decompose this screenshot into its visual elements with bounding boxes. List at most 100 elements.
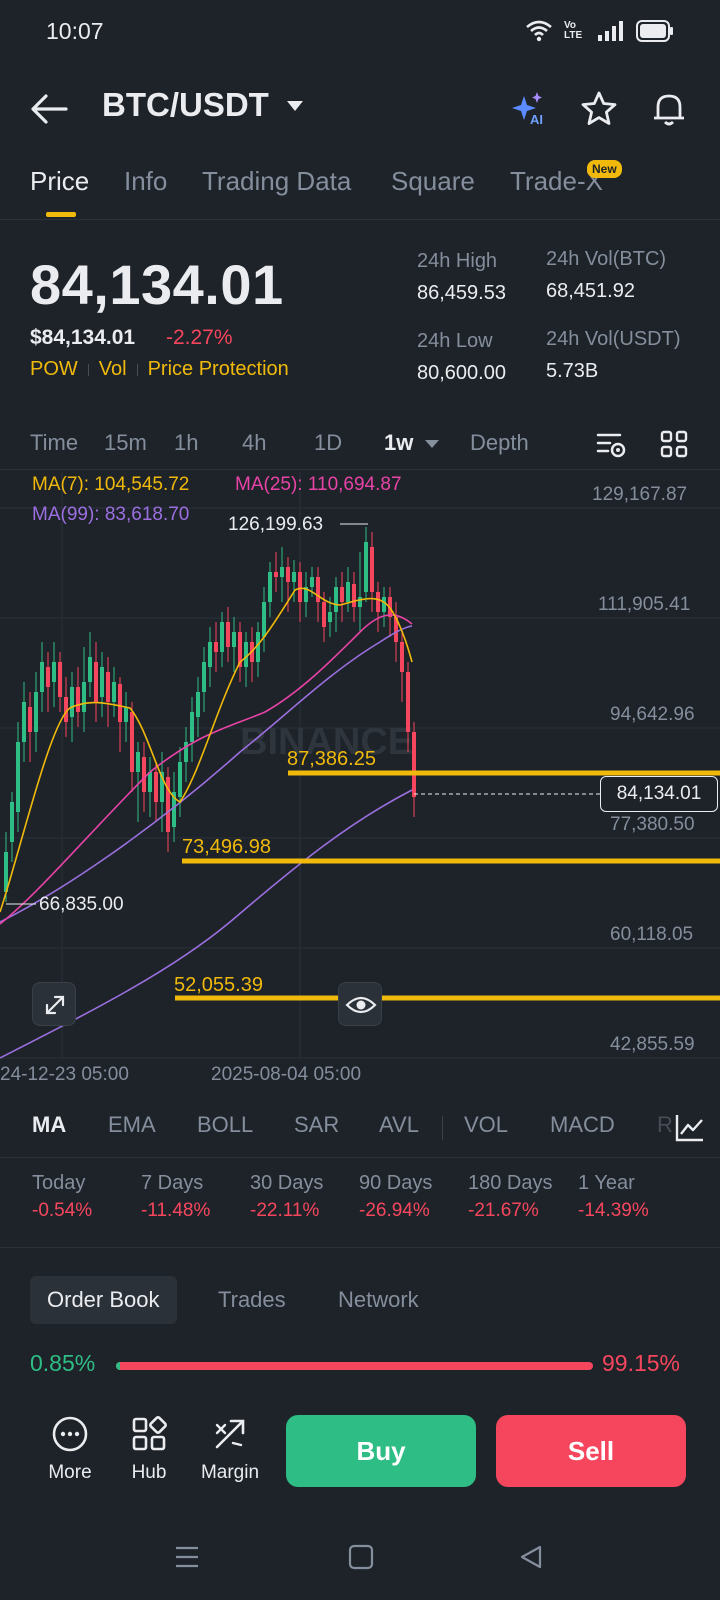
more-label: More: [48, 1462, 92, 1483]
visibility-toggle-button[interactable]: [338, 982, 382, 1026]
ratio-bar: [116, 1362, 593, 1370]
candle-body: [220, 622, 224, 652]
last-price: 84,134.01: [30, 253, 284, 316]
sell-button[interactable]: Sell: [496, 1415, 686, 1487]
candle-body: [286, 567, 290, 582]
indicator-macd[interactable]: MACD: [550, 1112, 615, 1137]
chart-settings-icon[interactable]: [596, 430, 626, 460]
expand-icon: [45, 995, 65, 1015]
candle-body: [70, 687, 74, 717]
candle-body: [148, 772, 152, 792]
indicator-avl[interactable]: AVL: [379, 1112, 419, 1137]
candle-body: [298, 572, 302, 602]
level-label-2[interactable]: 73,496.98: [182, 836, 271, 858]
candle-body: [328, 612, 332, 622]
ma99-legend: MA(99): 83,618.70: [32, 504, 190, 525]
vol-btc-value: 68,451.92: [546, 280, 635, 302]
candle-body: [40, 662, 44, 692]
indicator-vol[interactable]: VOL: [464, 1112, 509, 1137]
interval-more-icon[interactable]: [425, 440, 439, 448]
tab-network[interactable]: Network: [338, 1287, 419, 1312]
interval-4h[interactable]: 4h: [242, 430, 267, 455]
fullscreen-button[interactable]: [32, 982, 76, 1026]
y-tick-5: 60,118.05: [610, 924, 694, 945]
candle-body: [4, 852, 8, 892]
candle-body: [178, 762, 182, 797]
ma7-legend: MA(7): 104,545.72: [32, 474, 190, 495]
interval-1w[interactable]: 1w: [384, 430, 414, 455]
ma25-legend: MA(25): 110,694.87: [235, 474, 402, 495]
pair-dropdown-icon[interactable]: [287, 101, 303, 111]
layout-grid-icon[interactable]: [660, 430, 688, 458]
last-price-tag: 84,134.01: [600, 776, 718, 812]
more-button[interactable]: More: [30, 1415, 110, 1484]
perf-value: -21.67%: [468, 1200, 539, 1221]
margin-button[interactable]: Margin: [190, 1415, 270, 1484]
tab-trades[interactable]: Trades: [218, 1287, 286, 1312]
high-24h-value: 86,459.53: [417, 282, 506, 304]
tab-info[interactable]: Info: [124, 166, 168, 196]
trading-pair-title[interactable]: BTC/USDT: [102, 86, 269, 123]
interval-1h[interactable]: 1h: [174, 430, 199, 455]
tab-trading-data[interactable]: Trading Data: [202, 166, 352, 196]
y-tick-2: 111,905.41: [598, 594, 691, 615]
tab-price[interactable]: Price: [30, 166, 90, 196]
candlestick-chart[interactable]: BINANCE: [0, 472, 720, 1088]
perf-7d: 7 Days -11.48%: [141, 1172, 210, 1222]
level-label-3[interactable]: 52,055.39: [174, 974, 263, 996]
candle-body: [112, 682, 116, 702]
tab-square[interactable]: Square: [391, 166, 475, 196]
signal-icon: [598, 21, 623, 41]
home-square-icon[interactable]: [348, 1544, 374, 1570]
y-tick-3: 94,642.96: [610, 704, 695, 725]
candle-body: [412, 732, 416, 797]
back-arrow-icon[interactable]: [30, 92, 68, 126]
perf-today: Today -0.54%: [32, 1172, 92, 1222]
price-chart[interactable]: BINANCE MA(7): 104,545.72 MA(25): 110,69…: [0, 472, 720, 1088]
indicator-divider: [442, 1116, 443, 1140]
candle-body: [76, 687, 80, 712]
candle-body: [316, 577, 320, 602]
low-24h-value: 80,600.00: [417, 362, 506, 384]
interval-1d[interactable]: 1D: [314, 430, 343, 455]
tag-vol[interactable]: Vol: [98, 358, 127, 380]
hub-button[interactable]: Hub: [109, 1415, 189, 1484]
recents-menu-icon[interactable]: [174, 1544, 200, 1570]
buy-button[interactable]: Buy: [286, 1415, 476, 1487]
perf-label: 1 Year: [578, 1172, 635, 1194]
level-label-1[interactable]: 87,386.25: [287, 748, 376, 770]
back-triangle-icon[interactable]: [518, 1544, 544, 1570]
tag-price-protection[interactable]: Price Protection: [147, 358, 289, 380]
hub-grid-icon: [132, 1416, 167, 1451]
x-tick-2: 2025-08-04 05:00: [211, 1064, 362, 1085]
candle-body: [142, 757, 146, 792]
ai-sparkle-icon[interactable]: AI: [510, 90, 548, 128]
status-time: 10:07: [46, 18, 104, 44]
alert-bell-icon[interactable]: [650, 90, 688, 128]
candle-body: [196, 692, 200, 717]
vol-usdt-value: 5.73B: [546, 360, 599, 382]
candle-body: [34, 692, 38, 732]
candle-body: [280, 567, 284, 577]
eye-icon: [345, 996, 377, 1014]
indicator-boll[interactable]: BOLL: [197, 1112, 254, 1137]
indicator-settings-icon[interactable]: [674, 1112, 706, 1144]
indicator-ma[interactable]: MA: [32, 1112, 67, 1137]
high-24h-label: 24h High: [417, 250, 498, 272]
candle-body: [304, 587, 308, 602]
interval-15m[interactable]: 15m: [104, 430, 147, 455]
indicator-ema[interactable]: EMA: [108, 1112, 156, 1137]
margin-arrows-icon: [215, 1419, 245, 1449]
indicator-r[interactable]: R: [657, 1112, 673, 1137]
favorite-star-icon[interactable]: [580, 90, 618, 128]
candle-body: [358, 597, 362, 607]
candle-body: [406, 672, 410, 732]
system-nav-bar: [0, 1520, 720, 1600]
indicator-sar[interactable]: SAR: [294, 1112, 340, 1137]
battery-icon: [636, 20, 673, 42]
interval-time[interactable]: Time: [30, 430, 79, 455]
interval-depth[interactable]: Depth: [470, 430, 529, 455]
tag-pow[interactable]: POW: [30, 358, 78, 380]
tab-order-book[interactable]: Order Book: [30, 1276, 177, 1324]
candle-body: [184, 742, 188, 762]
